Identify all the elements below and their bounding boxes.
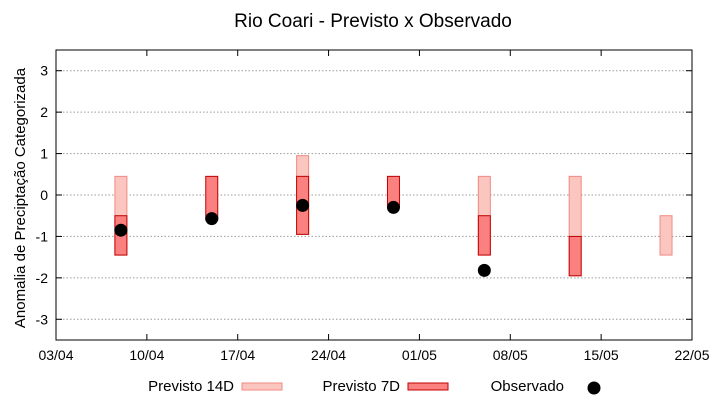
x-tick-label: 15/05	[584, 347, 619, 363]
bar-previsto-7d	[568, 235, 582, 277]
x-tick-label: 10/04	[129, 347, 164, 363]
chart-title: Rio Coari - Previsto x Observado	[234, 11, 512, 32]
x-tick-label: 03/04	[38, 347, 73, 363]
y-tick-label: -1	[36, 228, 49, 244]
point-observado	[386, 200, 400, 214]
legend: Previsto 14D Previsto 7D Observado	[148, 378, 601, 395]
x-tick-label: 08/05	[493, 347, 528, 363]
x-tick-label: 01/05	[402, 347, 437, 363]
y-tick-label: 1	[40, 146, 48, 162]
y-tick-label: 3	[40, 63, 48, 79]
x-tick-label: 24/04	[311, 347, 346, 363]
y-tick-label: 0	[40, 187, 48, 203]
legend-swatch-previsto-7d	[407, 382, 449, 391]
bar-previsto-14d	[659, 215, 673, 256]
range-bars	[114, 155, 673, 277]
x-tick-label: 17/04	[220, 347, 255, 363]
legend-label-previsto-14d: Previsto 14D	[148, 378, 234, 395]
x-tick-label: 22/05	[674, 347, 709, 363]
legend-marker-observado	[587, 381, 601, 395]
x-ticks: 03/04 10/04 17/04 24/04 01/05 08/05 15/05 22/05	[38, 50, 710, 363]
y-axis-label: Anomalia de Preciptação Categorizada	[12, 67, 29, 328]
legend-swatch-previsto-14d	[241, 382, 283, 391]
point-observado	[296, 198, 310, 212]
legend-label-previsto-7d: Previsto 7D	[322, 378, 400, 395]
y-tick-label: -2	[36, 270, 49, 286]
bar-previsto-7d	[477, 215, 491, 256]
y-tick-label: 2	[40, 104, 48, 120]
legend-label-observado: Observado	[491, 378, 564, 395]
point-observado	[114, 223, 128, 237]
y-tick-label: -3	[36, 311, 49, 327]
y-ticks: 3 2 1 0 -1 -2 -3	[36, 63, 692, 327]
grid	[56, 70, 692, 320]
plot-frame	[55, 49, 693, 341]
point-observado	[477, 263, 491, 277]
point-observado	[205, 212, 219, 226]
observed-points	[114, 198, 491, 277]
